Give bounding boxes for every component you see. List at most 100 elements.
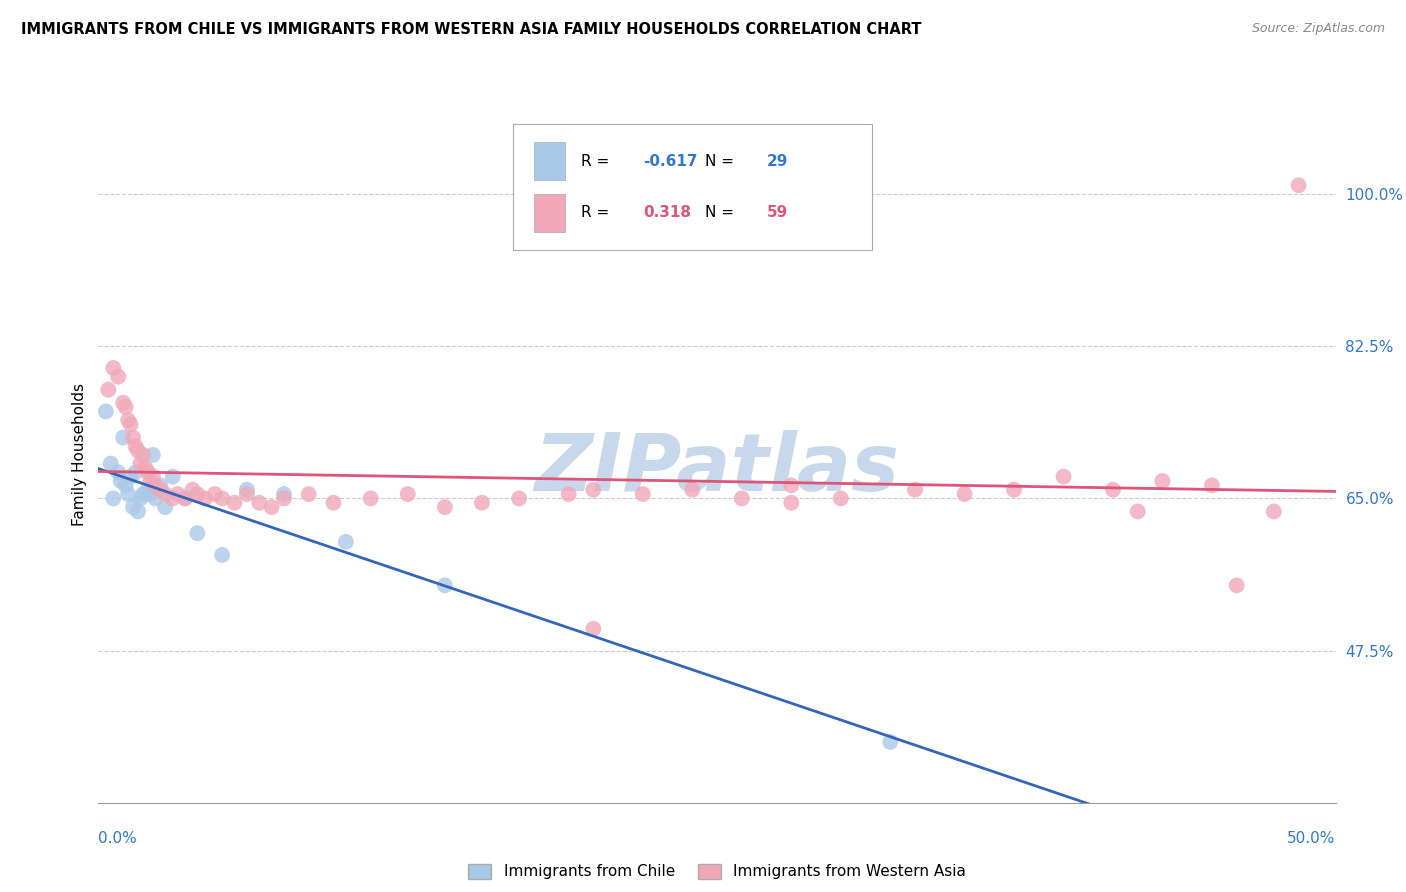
Point: [186, 526, 208, 541]
Text: Source: ZipAtlas.com: Source: ZipAtlas.com: [1251, 22, 1385, 36]
Point: [149, 478, 172, 492]
Point: [174, 491, 197, 506]
Point: [136, 483, 159, 497]
Point: [112, 430, 135, 444]
FancyBboxPatch shape: [534, 142, 565, 180]
Point: [298, 487, 321, 501]
Point: [114, 400, 136, 414]
Point: [204, 487, 226, 501]
Point: [120, 417, 142, 432]
Text: -0.617: -0.617: [643, 153, 697, 169]
Point: [273, 487, 295, 501]
Point: [236, 483, 259, 497]
Text: N =: N =: [704, 153, 738, 169]
Point: [132, 448, 155, 462]
Point: [134, 461, 156, 475]
Point: [1052, 469, 1074, 483]
Text: 0.318: 0.318: [643, 205, 690, 220]
Point: [335, 534, 357, 549]
Point: [162, 491, 184, 506]
Text: ZIPatlas: ZIPatlas: [534, 430, 900, 508]
Point: [155, 487, 177, 501]
Point: [433, 578, 456, 592]
Point: [396, 487, 419, 501]
Point: [322, 496, 344, 510]
Point: [260, 500, 283, 514]
Point: [186, 487, 208, 501]
Point: [433, 500, 456, 514]
Point: [1002, 483, 1025, 497]
Point: [471, 496, 494, 510]
Point: [731, 491, 754, 506]
Point: [1288, 178, 1310, 193]
Legend: Immigrants from Chile, Immigrants from Western Asia: Immigrants from Chile, Immigrants from W…: [463, 857, 972, 886]
Point: [149, 483, 172, 497]
Text: 0.0%: 0.0%: [98, 831, 138, 846]
Point: [142, 469, 165, 483]
Text: R =: R =: [581, 153, 614, 169]
Point: [162, 469, 184, 483]
Point: [1263, 504, 1285, 518]
Point: [122, 500, 145, 514]
Point: [139, 487, 162, 501]
Point: [174, 491, 197, 506]
Point: [780, 496, 803, 510]
Point: [830, 491, 852, 506]
Point: [1201, 478, 1223, 492]
FancyBboxPatch shape: [513, 124, 872, 250]
Text: IMMIGRANTS FROM CHILE VS IMMIGRANTS FROM WESTERN ASIA FAMILY HOUSEHOLDS CORRELAT: IMMIGRANTS FROM CHILE VS IMMIGRANTS FROM…: [21, 22, 921, 37]
Point: [904, 483, 927, 497]
Point: [360, 491, 382, 506]
Y-axis label: Family Households: Family Households: [72, 384, 87, 526]
Point: [117, 487, 139, 501]
Point: [194, 491, 217, 506]
Point: [129, 457, 152, 471]
Point: [953, 487, 976, 501]
Point: [103, 360, 125, 375]
Point: [124, 439, 146, 453]
Point: [780, 478, 803, 492]
Point: [103, 491, 125, 506]
Point: [124, 465, 146, 479]
Point: [122, 430, 145, 444]
Text: 50.0%: 50.0%: [1288, 831, 1336, 846]
Point: [155, 500, 177, 514]
Point: [1126, 504, 1149, 518]
Point: [120, 469, 142, 483]
Point: [139, 474, 162, 488]
Point: [211, 548, 233, 562]
Point: [1152, 474, 1174, 488]
Text: 59: 59: [766, 205, 787, 220]
Point: [100, 457, 122, 471]
Point: [631, 487, 654, 501]
Point: [508, 491, 530, 506]
Point: [107, 369, 129, 384]
Point: [94, 404, 117, 418]
Point: [681, 483, 703, 497]
Point: [136, 465, 159, 479]
Point: [582, 622, 605, 636]
Point: [97, 383, 120, 397]
Point: [110, 474, 132, 488]
Point: [112, 395, 135, 409]
Point: [127, 504, 149, 518]
Text: R =: R =: [581, 205, 614, 220]
Point: [1226, 578, 1249, 592]
Point: [211, 491, 233, 506]
Point: [582, 483, 605, 497]
Point: [1102, 483, 1125, 497]
Point: [114, 478, 136, 492]
Point: [132, 487, 155, 501]
Point: [127, 443, 149, 458]
Point: [143, 478, 166, 492]
Point: [166, 487, 188, 501]
Text: N =: N =: [704, 205, 738, 220]
Point: [143, 491, 166, 506]
Point: [247, 496, 270, 510]
Point: [181, 483, 204, 497]
Text: 29: 29: [766, 153, 787, 169]
Point: [879, 735, 901, 749]
Point: [107, 465, 129, 479]
FancyBboxPatch shape: [534, 194, 565, 232]
Point: [117, 413, 139, 427]
